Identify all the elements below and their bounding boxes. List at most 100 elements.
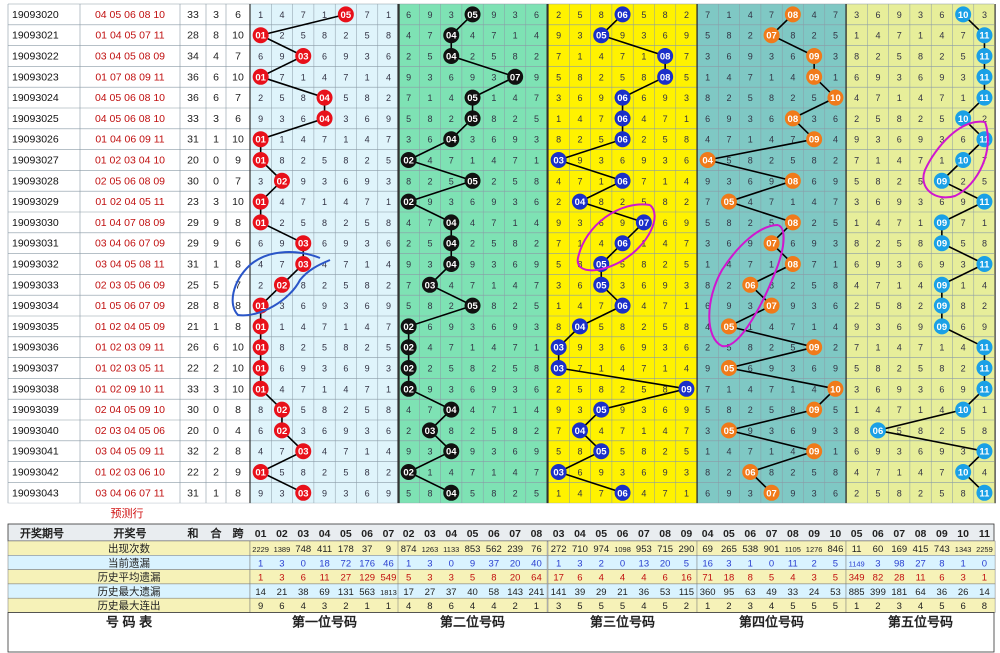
omission-value: 2 — [790, 280, 795, 290]
span-value: 6 — [235, 113, 241, 125]
ball-number: 01 — [255, 156, 266, 167]
omission-value: 1 — [961, 280, 966, 290]
omission-value: 7 — [875, 280, 880, 290]
number-ball — [720, 422, 737, 439]
stat-value: 6 — [961, 601, 966, 612]
omission-value: 3 — [790, 364, 795, 374]
omission-value: 5 — [343, 93, 348, 103]
omission-value: 3 — [322, 176, 327, 186]
omission-value: 9 — [961, 384, 966, 394]
omission-value: 1 — [513, 218, 518, 228]
omission-value: 9 — [918, 135, 923, 145]
ball-number: 11 — [979, 260, 990, 271]
stat-value: 176 — [359, 558, 375, 569]
number-ball — [784, 214, 801, 231]
number-ball — [316, 89, 333, 106]
stat-value: 549 — [381, 573, 397, 584]
number-ball — [976, 89, 993, 106]
omission-value: 5 — [726, 343, 731, 353]
stat-value: 1389 — [274, 545, 291, 554]
sum-value: 28 — [187, 30, 199, 42]
omission-value: 3 — [577, 405, 582, 415]
omission-value: 2 — [875, 239, 880, 249]
span-value: 8 — [235, 321, 241, 333]
stat-value: 8 — [491, 573, 496, 584]
ball-number: 02 — [403, 364, 414, 375]
omission-value: 4 — [406, 405, 411, 415]
omission-value: 2 — [279, 31, 284, 41]
omission-value: 5 — [620, 447, 625, 457]
omission-value: 5 — [620, 260, 625, 270]
omission-value: 7 — [705, 10, 710, 20]
omission-value: 5 — [812, 93, 817, 103]
omission-value: 3 — [748, 488, 753, 498]
number-ball — [252, 68, 269, 85]
stat-value: 131 — [338, 587, 354, 598]
stat-value: 4 — [470, 601, 475, 612]
omission-value: 2 — [684, 197, 689, 207]
odd-value: 3 — [213, 196, 219, 208]
stat-value: 710 — [572, 544, 588, 555]
odd-value: 8 — [213, 300, 219, 312]
stat-value: 5 — [769, 573, 774, 584]
ball-number: 04 — [702, 156, 713, 167]
omission-value: 4 — [684, 176, 689, 186]
omission-value: 2 — [386, 468, 391, 478]
omission-value: 9 — [470, 447, 475, 457]
ball-number: 02 — [403, 197, 414, 208]
number-ball — [295, 235, 312, 252]
omission-value: 5 — [748, 93, 753, 103]
stat-value: 1 — [258, 558, 263, 569]
stat-value: 143 — [507, 587, 523, 598]
header-col: 06 — [617, 528, 629, 540]
omission-value: 6 — [961, 135, 966, 145]
row-bg — [8, 420, 250, 441]
ball-number: 04 — [319, 93, 330, 104]
omission-value: 4 — [897, 156, 902, 166]
omission-value: 2 — [769, 343, 774, 353]
omission-value: 1 — [684, 488, 689, 498]
omission-value: 9 — [258, 114, 263, 124]
omission-value: 2 — [812, 218, 817, 228]
omission-value: 4 — [279, 197, 284, 207]
omission-value: 8 — [513, 426, 518, 436]
stat-value: 53 — [660, 587, 671, 598]
omission-value: 5 — [556, 447, 561, 457]
omission-value: 6 — [726, 52, 731, 62]
omission-value: 7 — [875, 468, 880, 478]
header-col: 01 — [255, 528, 267, 540]
number-ball — [400, 360, 417, 376]
omission-value: 3 — [897, 260, 902, 270]
omission-value: 8 — [897, 114, 902, 124]
omission-value: 4 — [365, 322, 370, 332]
omission-value: 3 — [279, 488, 284, 498]
stat-value: 11 — [788, 558, 798, 569]
omission-value: 3 — [427, 447, 432, 457]
omission-value: 9 — [726, 114, 731, 124]
section-title: 第五位号码 — [888, 615, 953, 630]
header-col: 04 — [319, 528, 331, 540]
omission-value: 8 — [279, 343, 284, 353]
number-ball — [421, 276, 438, 293]
stat-value: 18 — [724, 573, 735, 584]
ball-number: 05 — [467, 301, 478, 312]
stat-value: 28 — [894, 573, 905, 584]
omission-value: 1 — [556, 488, 561, 498]
omission-value: 2 — [449, 301, 454, 311]
stat-value: 36 — [639, 587, 650, 598]
omission-value: 2 — [470, 52, 475, 62]
omission-value: 6 — [833, 488, 838, 498]
omission-value: 4 — [279, 10, 284, 20]
number-ball — [443, 48, 460, 64]
number-ball — [593, 276, 610, 293]
omission-value: 5 — [705, 31, 710, 41]
ball-number: 06 — [617, 176, 628, 187]
omission-value: 7 — [556, 52, 561, 62]
omission-value: 8 — [491, 301, 496, 311]
stat-value: 1 — [982, 573, 987, 584]
stat-value: 4 — [491, 601, 496, 612]
header-col: 07 — [893, 528, 905, 540]
stat-value: 0 — [301, 558, 306, 569]
ball-number: 07 — [766, 301, 777, 312]
odd-value: 3 — [213, 383, 219, 395]
